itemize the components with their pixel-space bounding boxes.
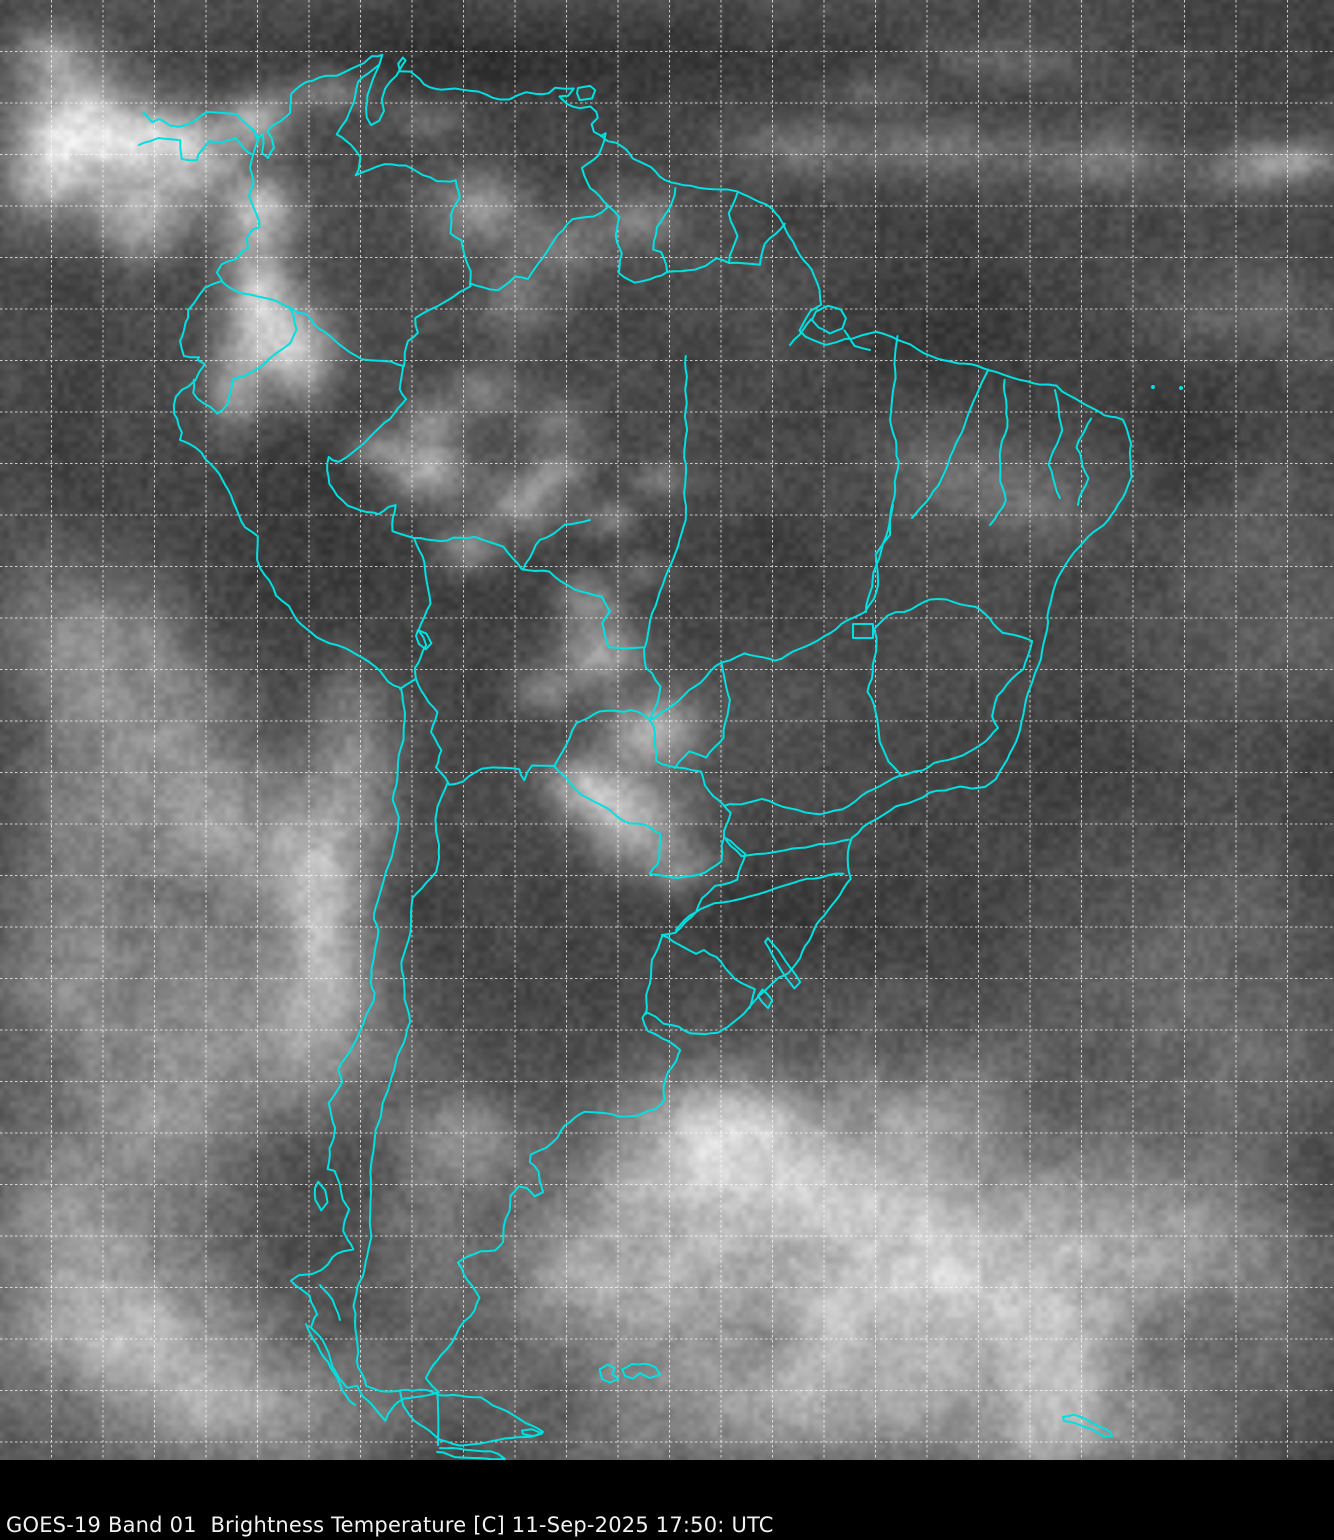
border-tierra-del-fuego [436,1393,440,1446]
state-border-mt-ms [674,661,731,769]
state-border-sp-pr [723,774,901,816]
border-paraguay-brazil [649,719,732,839]
island-marajo [811,304,847,335]
border-chile-argentina [352,782,449,1393]
border-colombia-peru [289,306,407,400]
island-tierra-del-fuego [398,1388,544,1447]
lake-titicaca [415,629,433,651]
border-argentina-brazil [661,836,747,936]
state-border-distrito-federal [852,623,874,639]
river-amazon-channel-2 [789,318,813,346]
island-fernando-noronha [1179,386,1183,390]
border-panama-colombia [252,128,259,156]
state-border-goias-matogrosso [649,610,867,721]
border-peru-brazil [326,398,415,539]
border-venezuela-brazil [469,206,609,292]
border-suriname-guiana [727,191,739,264]
island-falkland-west [598,1363,620,1384]
island-atol-rocas [1151,385,1155,389]
river-amazon-channel-1 [843,329,871,351]
island-trinidad [576,84,597,102]
border-uruguay-brazil [661,934,756,1010]
state-border-ceara-east [1047,389,1064,499]
channel-patagonia-1 [305,1323,356,1406]
state-border-para-amazonas [644,355,689,648]
border-colombia-brazil [403,285,472,367]
border-colombia-ecuador [220,280,291,309]
island-falkland-east [621,1362,662,1380]
state-border-para-maranhao [865,335,900,613]
caption-bar: GOES-19 Band 01 Brightness Temperature [… [0,1460,1334,1540]
satellite-canvas [0,0,1334,1460]
border-guyana-suriname [652,187,677,272]
border-bolivia-argentina [448,764,556,786]
border-ecuador-peru [192,307,298,415]
border-venezuela-guyana [580,132,610,208]
border-colombia-venezuela [335,64,472,286]
border-uruguay-argentina [645,934,664,1015]
satellite-image-area [0,0,1334,1460]
state-border-ne-coastal [1075,417,1093,506]
state-border-rondonia [522,519,591,571]
island-south-georgia [1062,1413,1113,1438]
caption-text: GOES-19 Band 01 Brightness Temperature [… [6,1513,774,1537]
border-peru-chile [399,677,417,690]
border-paraguay-argentina [553,765,725,879]
islands-fuegian-south [436,1447,506,1460]
island-estados [520,1428,544,1438]
border-bolivia-brazil [413,535,662,721]
lagoon-dos-patos [764,937,802,990]
channel-patagonia-2 [318,1284,341,1321]
border-peru-bolivia [413,537,432,680]
state-border-piaui-ceara [989,378,1009,526]
political-borders [138,53,1183,1460]
coastline-mainland [138,53,1133,1422]
island-chiloe [313,1180,329,1212]
state-border-pr-sc [725,838,850,858]
map-overlay [0,0,1334,1460]
latlon-grid-lines [0,0,1334,1460]
state-border-maranhao-piaui [911,368,990,519]
lagoon-mirim [757,988,774,1009]
state-border-minas-gerais [866,598,1034,777]
state-border-tocantins-bahia [864,504,894,613]
border-chile-bolivia [415,678,450,785]
border-brazil-north [607,205,730,284]
border-bolivia-paraguay [553,709,651,767]
border-guiana-brazil [728,222,786,266]
state-border-sc-rs [675,872,845,931]
